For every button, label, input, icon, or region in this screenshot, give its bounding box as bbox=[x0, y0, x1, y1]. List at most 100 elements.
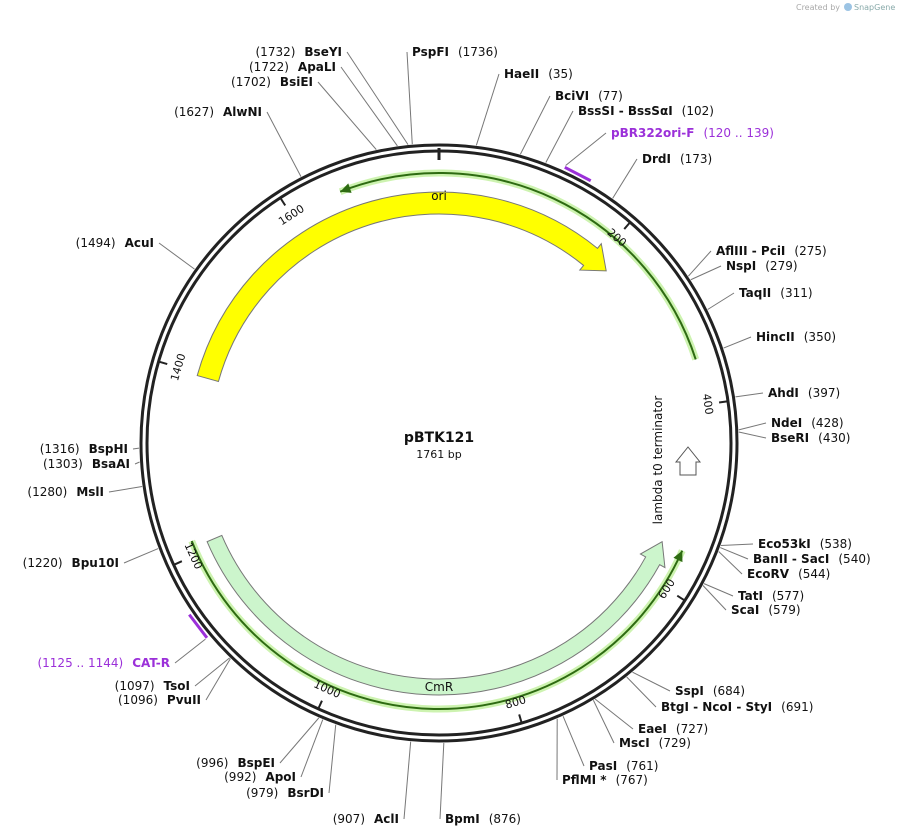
site-position: (1627) bbox=[174, 105, 214, 119]
site-label: (1702) BsiEI bbox=[231, 75, 313, 89]
site-leader bbox=[703, 583, 734, 597]
site-name: BspEI bbox=[237, 756, 275, 770]
site-position: (1280) bbox=[27, 485, 67, 499]
site-label: (1220) Bpu10I bbox=[23, 556, 119, 570]
site-label: (1732) BseYI bbox=[256, 45, 343, 59]
site-leader bbox=[406, 51, 413, 145]
site-leader bbox=[340, 66, 398, 147]
cmr-strand bbox=[190, 540, 684, 710]
ring-tick bbox=[158, 360, 168, 366]
ori-strand bbox=[339, 172, 697, 360]
ring-tick bbox=[623, 221, 631, 230]
site-leader bbox=[403, 741, 412, 820]
site-label: AhdI (397) bbox=[768, 386, 840, 400]
site-position: (102) bbox=[682, 104, 714, 118]
site-label: SspI (684) bbox=[675, 684, 745, 698]
site-position: (540) bbox=[838, 552, 870, 566]
site-leader bbox=[439, 742, 445, 820]
site-label: pBR322ori-F (120 .. 139) bbox=[611, 126, 774, 140]
site-name: PflMI * bbox=[562, 773, 607, 787]
site-name: pBR322ori-F bbox=[611, 126, 694, 140]
site-position: (1220) bbox=[23, 556, 63, 570]
site-name: MslI bbox=[76, 485, 104, 499]
site-position: (311) bbox=[780, 286, 812, 300]
ori-strand-head bbox=[340, 183, 352, 193]
ring-tick-label: 1600 bbox=[276, 202, 307, 228]
terminator-label: lambda t0 terminator bbox=[651, 396, 665, 525]
site-name: EcoRV bbox=[747, 567, 790, 581]
ring-tick bbox=[518, 714, 523, 724]
site-position: (577) bbox=[772, 589, 804, 603]
site-position: (1316) bbox=[40, 442, 80, 456]
site-leader bbox=[735, 392, 764, 398]
site-name: BsaAI bbox=[92, 457, 130, 471]
site-label: BssSI - BssSαI (102) bbox=[578, 104, 714, 118]
site-label: PspFI (1736) bbox=[412, 45, 498, 59]
site-name: TsoI bbox=[164, 679, 190, 693]
site-position: (1702) bbox=[231, 75, 271, 89]
site-name: DrdI bbox=[642, 152, 671, 166]
site-leader bbox=[205, 658, 231, 701]
ring-tick-label: 600 bbox=[656, 577, 678, 602]
site-label: (1627) AlwNI bbox=[174, 105, 262, 119]
site-label: BanII - SacI (540) bbox=[753, 552, 871, 566]
site-label: NspI (279) bbox=[726, 259, 798, 273]
site-leader bbox=[707, 292, 735, 310]
site-leader bbox=[158, 242, 195, 270]
site-leader bbox=[612, 158, 638, 199]
site-name: AclI bbox=[374, 812, 399, 826]
site-name: BseYI bbox=[304, 45, 342, 59]
site-label: PasI (761) bbox=[589, 759, 658, 773]
cmr-arrow bbox=[206, 534, 666, 696]
site-name: BsiEI bbox=[280, 75, 313, 89]
site-name: NspI bbox=[726, 259, 756, 273]
site-name: AflIII - PciI bbox=[716, 244, 785, 258]
site-position: (729) bbox=[659, 736, 691, 750]
site-leader bbox=[132, 447, 140, 450]
site-leader bbox=[690, 265, 722, 281]
site-name: TatI bbox=[738, 589, 763, 603]
site-position: (275) bbox=[794, 244, 826, 258]
site-label: BciVI (77) bbox=[555, 89, 623, 103]
site-position: (1125 .. 1144) bbox=[37, 656, 123, 670]
site-leader bbox=[592, 700, 615, 744]
site-position: (727) bbox=[676, 722, 708, 736]
site-label: PflMI * (767) bbox=[562, 773, 648, 787]
site-leader bbox=[174, 638, 206, 664]
site-label: (1125 .. 1144) CAT-R bbox=[37, 656, 170, 670]
site-name: BspHI bbox=[89, 442, 128, 456]
site-position: (1494) bbox=[76, 236, 116, 250]
ring-tick-label: 800 bbox=[504, 693, 528, 711]
terminator-arrow bbox=[674, 446, 702, 476]
site-position: (684) bbox=[713, 684, 745, 698]
site-label: (992) ApoI bbox=[224, 770, 296, 784]
primer-mark bbox=[188, 613, 209, 639]
site-name: PspFI bbox=[412, 45, 449, 59]
site-label: AflIII - PciI (275) bbox=[716, 244, 827, 258]
site-position: (279) bbox=[765, 259, 797, 273]
site-position: (35) bbox=[548, 67, 573, 81]
site-label: (1316) BspHI bbox=[40, 442, 128, 456]
site-position: (1732) bbox=[256, 45, 296, 59]
site-leader bbox=[328, 724, 337, 794]
site-label: EaeI (727) bbox=[638, 722, 708, 736]
credit-brand: SnapGene bbox=[854, 3, 895, 12]
site-name: ApoI bbox=[265, 770, 296, 784]
site-label: (1097) TsoI bbox=[115, 679, 190, 693]
cmr-strand-head bbox=[673, 550, 683, 563]
site-position: (996) bbox=[196, 756, 228, 770]
site-position: (691) bbox=[781, 700, 813, 714]
site-leader bbox=[346, 51, 409, 145]
site-label: TatI (577) bbox=[738, 589, 804, 603]
plasmid-name: pBTK121 bbox=[404, 430, 474, 446]
site-position: (430) bbox=[818, 431, 850, 445]
site-label: (1722) ApaLI bbox=[249, 60, 336, 74]
cmr-label: CmR bbox=[425, 680, 453, 694]
site-name: AhdI bbox=[768, 386, 799, 400]
site-name: SspI bbox=[675, 684, 704, 698]
site-position: (1097) bbox=[115, 679, 155, 693]
site-position: (1736) bbox=[458, 45, 498, 59]
site-leader bbox=[545, 110, 574, 163]
site-label: (1280) MslI bbox=[27, 485, 104, 499]
site-label: (1494) AcuI bbox=[76, 236, 154, 250]
